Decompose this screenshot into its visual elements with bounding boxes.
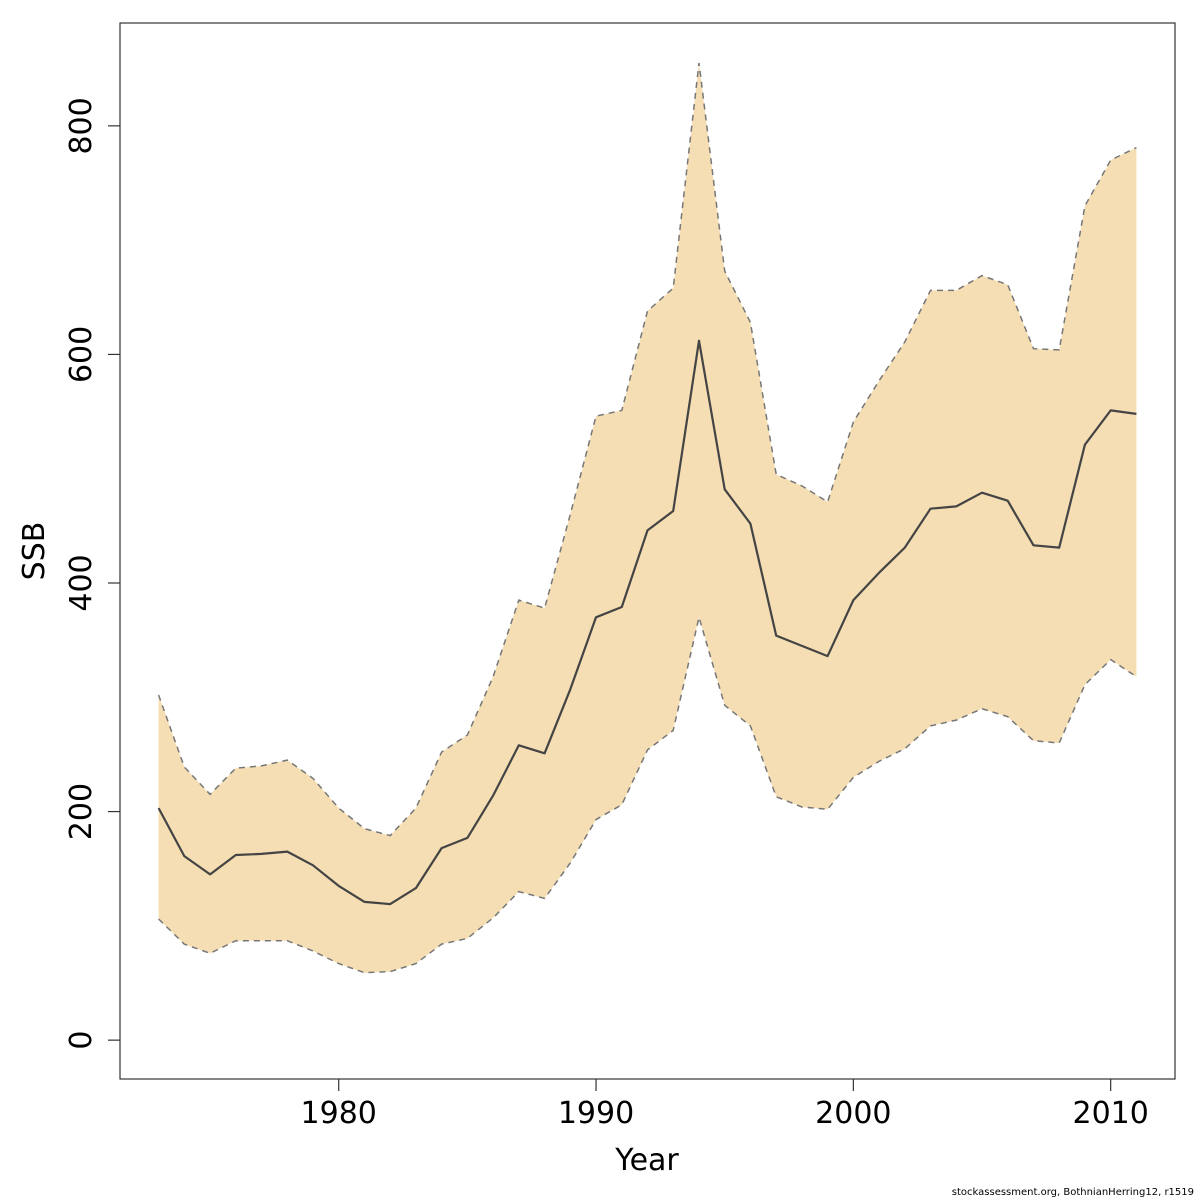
y-tick-label: 600 bbox=[64, 326, 99, 383]
x-tick-label: 1980 bbox=[301, 1096, 377, 1131]
x-axis-label: Year bbox=[614, 1143, 679, 1178]
source-credit: stockassessment.org, BothnianHerring12, … bbox=[951, 1187, 1194, 1198]
x-tick-label: 2000 bbox=[815, 1096, 891, 1131]
y-axis-label: SSB bbox=[17, 522, 52, 581]
ssb-estimate-line bbox=[157, 339, 1137, 906]
plot-area bbox=[157, 62, 1137, 974]
plot-frame bbox=[119, 22, 1176, 1080]
y-tick-label: 0 bbox=[64, 1031, 99, 1050]
axes: 1980 1990 2000 2010 0 200 400 600 800 bbox=[64, 97, 1149, 1131]
confidence-band bbox=[158, 63, 1137, 973]
y-tick-label: 800 bbox=[64, 97, 99, 154]
x-tick-label: 1990 bbox=[558, 1096, 634, 1131]
upper-bound-line bbox=[157, 62, 1137, 837]
y-tick-label: 200 bbox=[64, 783, 99, 840]
y-tick-label: 400 bbox=[64, 554, 99, 611]
x-tick-label: 2010 bbox=[1072, 1096, 1148, 1131]
lower-bound-line bbox=[158, 614, 1137, 974]
